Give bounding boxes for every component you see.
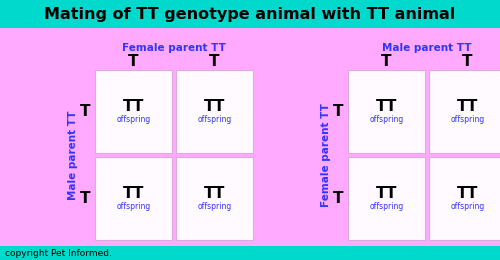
Text: Male parent TT: Male parent TT	[68, 110, 78, 200]
Text: TT: TT	[376, 186, 397, 201]
Bar	[0, 246, 500, 260]
Text: offspring: offspring	[450, 202, 484, 211]
Text: TT: TT	[457, 186, 478, 201]
Text: T: T	[333, 104, 343, 119]
Bar	[176, 70, 253, 153]
Bar	[176, 157, 253, 240]
Text: copyright Pet Informed.: copyright Pet Informed.	[5, 249, 112, 257]
Bar	[95, 157, 172, 240]
Bar	[348, 70, 425, 153]
Text: Female parent TT: Female parent TT	[122, 43, 226, 53]
Text: offspring: offspring	[370, 115, 404, 124]
Text: offspring: offspring	[116, 115, 150, 124]
Text: TT: TT	[123, 186, 144, 201]
Bar	[429, 157, 500, 240]
Text: TT: TT	[457, 99, 478, 114]
Text: offspring: offspring	[370, 202, 404, 211]
Text: TT: TT	[204, 186, 225, 201]
Text: offspring: offspring	[116, 202, 150, 211]
Text: offspring: offspring	[450, 115, 484, 124]
Text: T: T	[209, 55, 220, 69]
Text: offspring: offspring	[198, 115, 232, 124]
Bar	[429, 70, 500, 153]
Text: T: T	[128, 55, 139, 69]
Bar	[95, 70, 172, 153]
Text: T: T	[80, 104, 90, 119]
Bar	[0, 0, 500, 28]
Text: Mating of TT genotype animal with TT animal: Mating of TT genotype animal with TT ani…	[44, 6, 456, 22]
Text: Female parent TT: Female parent TT	[321, 103, 331, 207]
Text: T: T	[80, 191, 90, 206]
Bar	[348, 157, 425, 240]
Text: offspring: offspring	[198, 202, 232, 211]
Text: TT: TT	[204, 99, 225, 114]
Text: TT: TT	[376, 99, 397, 114]
Text: T: T	[462, 55, 473, 69]
Text: TT: TT	[123, 99, 144, 114]
Text: Male parent TT: Male parent TT	[382, 43, 472, 53]
Text: T: T	[382, 55, 392, 69]
Text: T: T	[333, 191, 343, 206]
